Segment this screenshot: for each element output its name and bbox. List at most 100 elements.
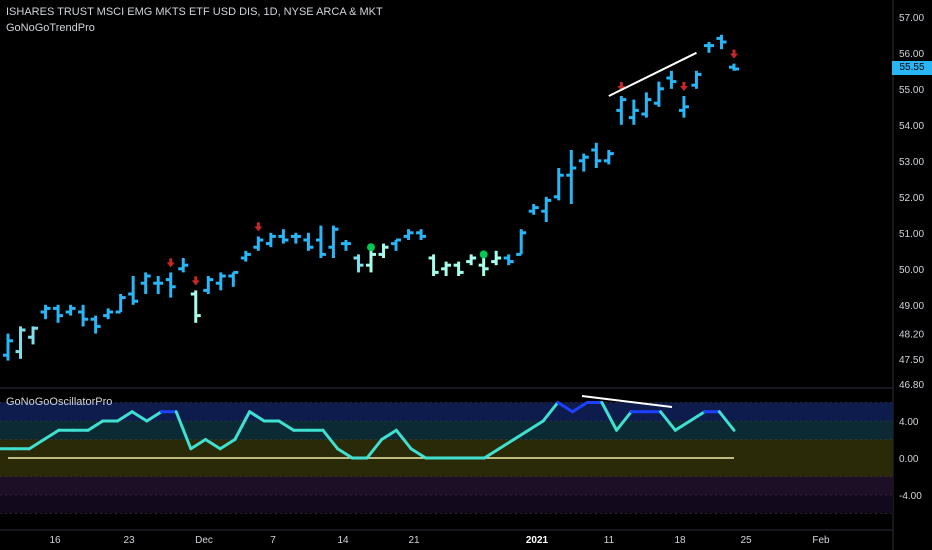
oscillator-segment xyxy=(541,401,560,423)
oscillator-segment xyxy=(394,428,413,451)
price-bar xyxy=(215,272,226,291)
down-arrow-icon xyxy=(166,258,175,268)
oscillator-zone xyxy=(0,495,893,514)
time-tick-label: 18 xyxy=(674,535,686,546)
price-bar xyxy=(666,70,677,89)
price-bar xyxy=(729,63,739,71)
price-tick-label: 56.00 xyxy=(899,49,924,60)
time-tick-label: 21 xyxy=(408,535,420,546)
price-bar xyxy=(340,240,351,251)
oscillator-segment xyxy=(600,401,619,432)
price-tick-label: 54.00 xyxy=(899,121,924,132)
price-bar xyxy=(3,333,13,361)
price-bar xyxy=(653,81,664,107)
price-bar xyxy=(491,250,502,266)
price-bar xyxy=(90,315,101,334)
oscillator-segment xyxy=(365,438,384,460)
down-arrow-icon xyxy=(617,82,626,91)
oscillator-segment xyxy=(556,401,575,414)
oscillator-segment xyxy=(717,410,736,432)
time-tick-label: 11 xyxy=(604,535,615,546)
price-bar xyxy=(591,142,602,168)
price-pane xyxy=(0,0,894,550)
time-tick-label: 14 xyxy=(337,535,349,546)
divergence-line xyxy=(608,51,697,97)
oscillator-segment xyxy=(115,410,134,423)
signal-dot xyxy=(479,250,488,259)
oscillator-segment xyxy=(571,401,589,414)
price-bar xyxy=(278,229,289,244)
price-bar xyxy=(78,304,89,327)
price-bar xyxy=(403,229,414,240)
price-tick-label: 57.00 xyxy=(899,13,924,24)
price-bar xyxy=(478,258,489,276)
time-axis: 16 23 Dec 7 14 21 2021 11 18 25 Feb xyxy=(49,535,830,546)
oscillator-segment xyxy=(688,410,707,423)
price-bar xyxy=(466,254,477,266)
time-tick-label: 25 xyxy=(740,535,752,546)
oscillator-segment xyxy=(659,410,677,432)
price-bar xyxy=(428,254,439,276)
oscillator-pane xyxy=(0,395,893,514)
price-bar xyxy=(678,96,689,118)
oscillator-segment xyxy=(233,410,252,441)
price-bar xyxy=(453,261,464,276)
price-bar xyxy=(140,272,151,294)
oscillator-segment xyxy=(189,438,208,451)
oscillator-segment xyxy=(673,419,692,432)
price-bar xyxy=(628,99,639,125)
oscillator-segment xyxy=(174,410,193,451)
oscillator-segment xyxy=(615,410,633,432)
down-arrow-icon xyxy=(254,222,263,232)
price-bar xyxy=(353,254,364,273)
price-bar xyxy=(328,225,339,258)
indicator-name: GoNoGoTrendPro xyxy=(6,22,95,34)
price-bar xyxy=(541,196,552,222)
price-bar xyxy=(228,270,239,287)
price-bar xyxy=(553,168,564,201)
last-price-badge: 55.55 xyxy=(892,61,932,75)
price-bar xyxy=(178,258,189,273)
oscillator-zone xyxy=(0,421,893,440)
oscillator-segment xyxy=(86,419,105,432)
oscillator-segment xyxy=(204,438,222,451)
price-tick-label: 48.20 xyxy=(899,330,924,341)
price-bar xyxy=(153,276,164,294)
oscillator-tick-label: 4.00 xyxy=(899,417,919,428)
price-bar xyxy=(616,96,627,125)
price-bar xyxy=(566,150,577,204)
down-arrow-icon xyxy=(730,49,738,59)
price-tick-label: 50.00 xyxy=(899,265,924,276)
oscillator-segment xyxy=(218,438,237,451)
oscillator-segment xyxy=(130,410,149,423)
price-bar xyxy=(103,308,114,320)
price-tick-label: 49.00 xyxy=(899,301,924,312)
oscillator-segment xyxy=(380,428,398,441)
price-tick-label: 46.80 xyxy=(899,380,924,391)
price-bar xyxy=(265,232,276,248)
price-tick-label: 51.00 xyxy=(899,229,924,240)
price-bar xyxy=(578,153,589,172)
price-bar xyxy=(516,229,527,256)
price-bar xyxy=(290,232,301,244)
price-tick-label: 53.00 xyxy=(899,157,924,168)
price-bar xyxy=(503,254,514,266)
down-arrow-icon xyxy=(679,82,688,91)
price-bar xyxy=(115,294,126,314)
price-bar xyxy=(128,276,139,305)
oscillator-segment xyxy=(248,410,266,423)
price-bar xyxy=(416,229,427,240)
oscillator-segment xyxy=(277,419,296,432)
oscillator-segment xyxy=(409,447,428,460)
oscillator-divergence-line xyxy=(581,395,673,408)
price-axis: 57.00 56.00 55.00 54.00 53.00 52.00 51.00 50.00… xyxy=(899,13,924,502)
price-tick-label: 52.00 xyxy=(899,193,924,204)
price-bar xyxy=(28,326,39,345)
oscillator-zone xyxy=(0,476,893,495)
price-bar xyxy=(203,276,214,294)
price-bar xyxy=(603,150,614,165)
oscillator-tick-label: 0.00 xyxy=(899,454,919,465)
price-bar xyxy=(703,42,714,53)
price-bar xyxy=(40,304,51,320)
